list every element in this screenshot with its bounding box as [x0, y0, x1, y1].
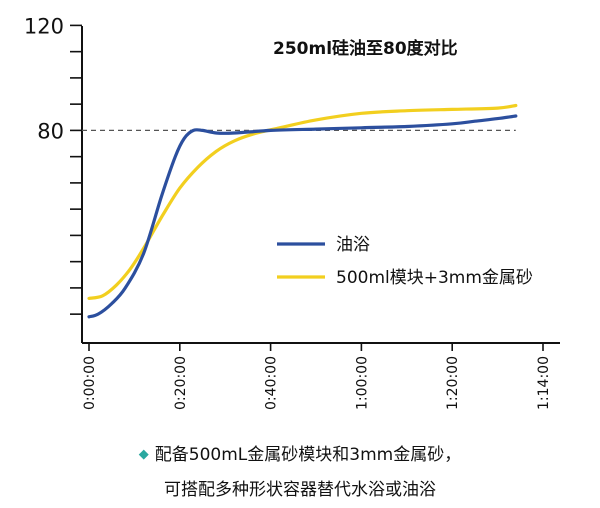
chart: 120 80 0:00:00 0:20:00 0:40:00 1:00:00 1:20:0…: [24, 14, 560, 410]
chart-title: 250ml硅油至80度对比: [273, 38, 458, 59]
legend-label: 油浴: [336, 235, 370, 255]
y-ticks: 120 80: [24, 14, 82, 315]
caption-line-2: 可搭配多种形状容器替代水浴或油浴: [0, 475, 600, 500]
x-ticks: 0:00:00 0:20:00 0:40:00 1:00:00 1:20:00 1:14:…: [82, 343, 552, 410]
bullet-diamond-icon: ◆: [138, 447, 149, 462]
caption-line-1: ◆ 配备500mL金属砂模块和3mm金属砂，: [0, 440, 600, 465]
legend: 油浴 500ml模块+3mm金属砂: [277, 235, 533, 288]
series-line-oil-bath: [87, 114, 518, 319]
x-tick-label: 0:00:00: [82, 356, 98, 410]
x-tick-label: 1:14:00: [536, 356, 552, 410]
series-group: [87, 103, 518, 319]
caption-text-2: 可搭配多种形状容器替代水浴或油浴: [164, 480, 436, 500]
y-tick-label: 120: [24, 14, 64, 38]
series-line-metal-sand: [87, 103, 518, 300]
x-tick-label: 1:00:00: [354, 356, 370, 410]
caption-text-1: 配备500mL金属砂模块和3mm金属砂，: [154, 445, 462, 465]
x-tick-label: 0:20:00: [173, 356, 189, 410]
legend-label: 500ml模块+3mm金属砂: [336, 268, 533, 288]
x-tick-label: 1:20:00: [445, 356, 461, 410]
x-tick-label: 0:40:00: [264, 356, 280, 410]
y-tick-label: 80: [37, 119, 64, 143]
